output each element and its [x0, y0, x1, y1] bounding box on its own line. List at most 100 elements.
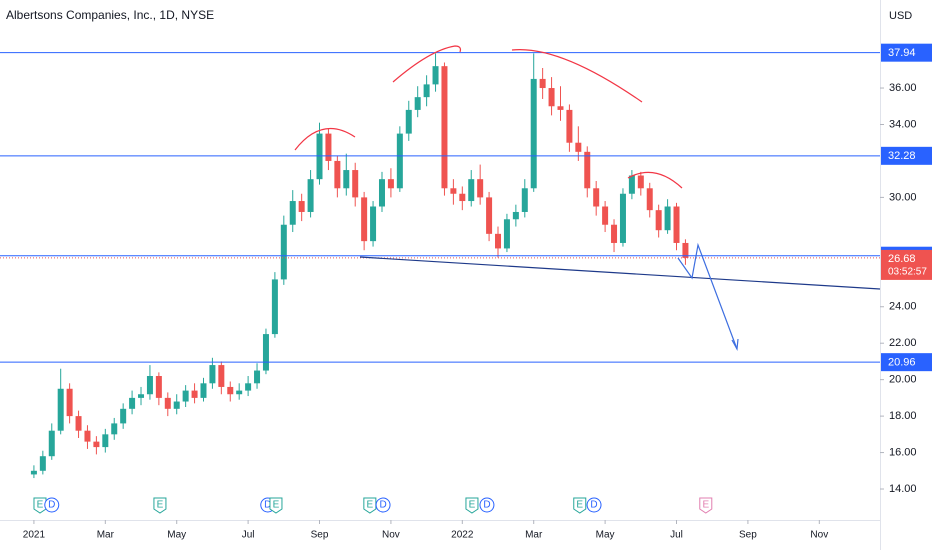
- x-tick-label: May: [167, 530, 186, 541]
- candle-body: [254, 370, 261, 384]
- candle-body: [271, 279, 278, 335]
- candle-body: [325, 133, 332, 161]
- candle-body: [557, 106, 564, 110]
- level-badge: [881, 43, 932, 62]
- candle-body: [378, 179, 385, 207]
- event-icon: D: [479, 497, 495, 513]
- candle-body: [432, 66, 439, 85]
- candle-body: [619, 193, 626, 243]
- candle-body: [495, 233, 502, 249]
- y-tick-label: 22.00: [889, 337, 917, 349]
- candle-body: [111, 423, 118, 435]
- candle-body: [602, 206, 609, 225]
- drawings: [294, 45, 881, 351]
- candle-body: [575, 142, 582, 152]
- event-label: D: [264, 500, 271, 511]
- drawing-arc: [627, 171, 683, 189]
- x-tick-label: Jul: [670, 530, 683, 541]
- candle-body: [66, 388, 73, 417]
- candle-body: [307, 179, 314, 212]
- candle-body: [459, 193, 466, 202]
- candle-body: [200, 383, 207, 398]
- event-label: D: [48, 500, 55, 511]
- event-shape: [375, 497, 391, 513]
- candle-body: [548, 88, 555, 107]
- candle-body: [39, 456, 46, 471]
- y-tick-label: 14.00: [889, 483, 917, 495]
- candle-body: [209, 365, 216, 384]
- chart-title: Albertsons Companies, Inc., 1D, NYSE: [6, 8, 214, 22]
- candle-body: [521, 188, 528, 212]
- candle-body: [245, 383, 252, 391]
- event-icon: D: [586, 497, 602, 513]
- event-label: E: [367, 500, 374, 511]
- x-tick-label: Mar: [525, 530, 543, 541]
- y-tick-label: 24.00: [889, 301, 917, 313]
- candle-body: [173, 401, 180, 409]
- y-tick-label: 20.00: [889, 374, 917, 386]
- candle-body: [138, 394, 145, 398]
- currency-label: USD: [889, 10, 912, 22]
- y-tick-label: 18.00: [889, 410, 917, 422]
- event-icon: E: [699, 497, 713, 514]
- candle-body: [405, 109, 412, 134]
- event-shape: [465, 497, 479, 514]
- candle-body: [129, 397, 136, 409]
- event-shape: [44, 497, 60, 513]
- candle-body: [593, 188, 600, 207]
- x-tick-label: Sep: [311, 530, 329, 541]
- candle-body: [512, 211, 519, 220]
- candle-body: [396, 133, 403, 189]
- candle-body: [450, 188, 457, 194]
- event-label: E: [157, 500, 164, 511]
- candle-body: [280, 224, 287, 280]
- candle-body: [441, 66, 448, 189]
- candle-body: [102, 434, 109, 448]
- level-label: 32.28: [888, 150, 916, 162]
- candle-body: [423, 84, 430, 98]
- y-tick-label: 36.00: [889, 82, 917, 94]
- candle-body: [477, 179, 484, 198]
- x-tick-label: Mar: [97, 530, 115, 541]
- event-shape: [153, 497, 167, 514]
- candle-body: [182, 390, 189, 402]
- candle-body: [316, 133, 323, 180]
- candle-body: [486, 197, 493, 234]
- candle-body: [673, 206, 680, 243]
- event-label: D: [590, 500, 597, 511]
- event-label: E: [576, 500, 583, 511]
- candle-body: [628, 175, 635, 194]
- candle-body: [468, 179, 475, 202]
- drawing-arc: [392, 45, 462, 83]
- y-tick-label: 34.00: [889, 118, 917, 130]
- last-price-badge: [881, 249, 932, 280]
- candle-body: [387, 179, 394, 189]
- candle-body: [191, 390, 198, 398]
- drawing-arrow-head: [731, 338, 739, 351]
- plot: 14.00 16.00 18.00 20.00 22.00 24.00 30.00 34.00…: [0, 43, 932, 541]
- drawing-arc: [294, 128, 356, 151]
- countdown-label: 03:52:57: [888, 267, 927, 278]
- candle-body: [637, 175, 644, 189]
- candle-body: [236, 390, 243, 395]
- candle-body: [120, 408, 127, 424]
- candle-body: [664, 206, 671, 231]
- drawing-arrow: [677, 242, 738, 350]
- event-label: E: [702, 500, 709, 511]
- candle-body: [414, 97, 421, 110]
- level-label: 20.96: [888, 357, 916, 369]
- candle-body: [530, 78, 537, 189]
- event-icon: D: [44, 497, 60, 513]
- candle-body: [262, 334, 269, 371]
- event-label: E: [273, 500, 280, 511]
- event-label: E: [469, 500, 476, 511]
- event-icon: E: [573, 497, 587, 514]
- candle-body: [298, 201, 305, 212]
- last-price-label: 26.68: [888, 253, 916, 265]
- candle-body: [682, 242, 689, 258]
- candle-body: [84, 430, 91, 442]
- y-tick-label: 16.00: [889, 446, 917, 458]
- candle-body: [539, 78, 546, 89]
